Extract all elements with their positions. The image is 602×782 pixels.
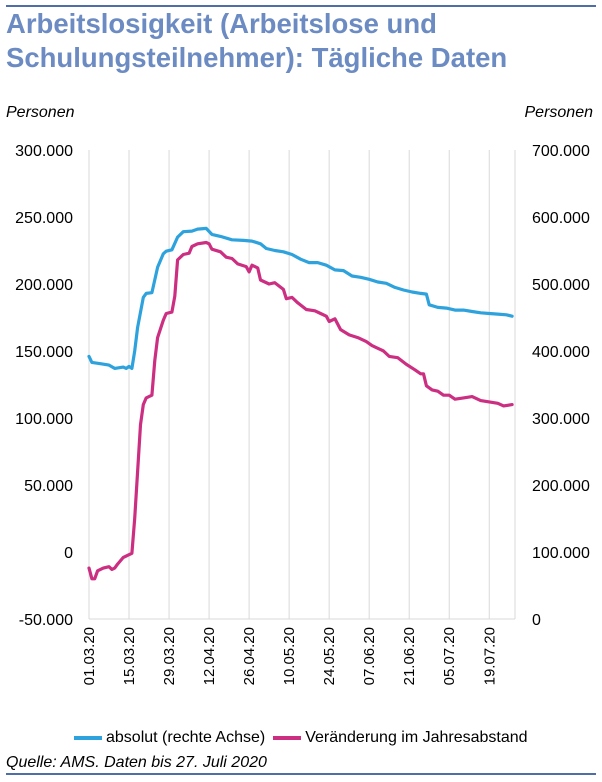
chart-legend: absolut (rechte Achse) Veränderung im Ja… <box>74 729 536 747</box>
x-tick-label: 15.03.20 <box>121 627 138 685</box>
source-note: Quelle: AMS. Daten bis 27. Juli 2020 <box>6 754 267 771</box>
x-tick-label: 12.04.20 <box>201 627 218 685</box>
y-right-tick-label: 0 <box>532 612 541 629</box>
x-tick-label: 26.04.20 <box>241 627 258 685</box>
legend-swatch-veraenderung <box>273 736 302 740</box>
y-right-tick-label: 400.000 <box>532 344 590 361</box>
y-left-tick-label: 50.000 <box>24 478 73 495</box>
y-right-tick-label: 500.000 <box>532 277 590 294</box>
x-tick-label: 29.03.20 <box>161 627 178 685</box>
y-left-tick-label: 300.000 <box>15 143 73 160</box>
y-right-tick-label: 700.000 <box>532 143 590 160</box>
y-right-tick-label: 300.000 <box>532 411 590 428</box>
x-tick-label: 01.03.20 <box>81 627 98 685</box>
series-line-veraenderung <box>87 240 514 581</box>
x-tick-label: 21.06.20 <box>401 627 418 685</box>
x-tick-label: 19.07.20 <box>481 627 498 685</box>
legend-swatch-absolut <box>74 736 102 740</box>
title-rule-top <box>6 5 596 7</box>
x-tick-label: 07.06.20 <box>361 627 378 685</box>
y-right-tick-label: 100.000 <box>532 545 590 562</box>
y-left-tick-label: 0 <box>64 545 73 562</box>
y-right-tick-label: 600.000 <box>532 210 590 227</box>
legend-item-absolut: absolut (rechte Achse) <box>74 729 265 747</box>
legend-item-veraenderung: Veränderung im Jahresabstand <box>273 729 528 747</box>
chart-title: Arbeitslosigkeit (Arbeitslose und Schulu… <box>6 8 508 73</box>
right-axis-label: Personen <box>524 104 594 121</box>
x-tick-label: 05.07.20 <box>441 627 458 685</box>
legend-label-veraenderung: Veränderung im Jahresabstand <box>305 729 528 746</box>
y-right-tick-label: 200.000 <box>532 478 590 495</box>
y-left-tick-label: -50.000 <box>19 612 73 629</box>
y-left-tick-label: 200.000 <box>15 277 73 294</box>
left-axis-label: Personen <box>6 104 75 121</box>
x-tick-label: 24.05.20 <box>321 627 338 685</box>
series-line-absolut <box>87 226 514 370</box>
y-left-tick-label: 100.000 <box>15 411 73 428</box>
footer-rule <box>6 773 596 775</box>
y-left-tick-label: 250.000 <box>15 210 73 227</box>
y-left-tick-label: 150.000 <box>15 344 73 361</box>
line-chart: 01.03.20 15.03.20 29.03.20 12.04.20 26.04.20… <box>15 143 590 685</box>
x-tick-label: 10.05.20 <box>281 627 298 685</box>
legend-label-absolut: absolut (rechte Achse) <box>106 729 266 746</box>
